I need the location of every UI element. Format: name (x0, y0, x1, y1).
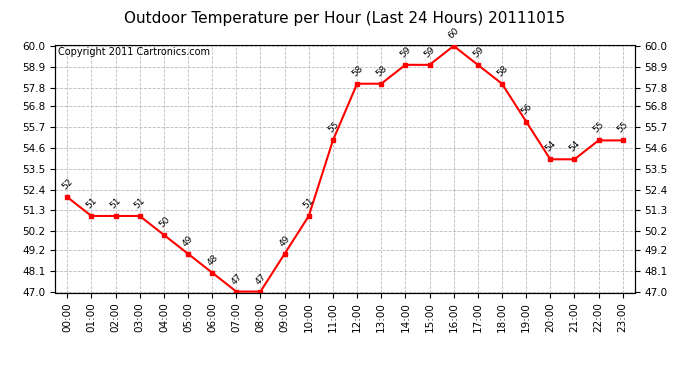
Text: 54: 54 (567, 140, 582, 154)
Text: 55: 55 (326, 120, 340, 135)
Text: 51: 51 (108, 196, 123, 210)
Text: 47: 47 (253, 272, 268, 286)
Text: 48: 48 (205, 253, 219, 267)
Text: 58: 58 (350, 64, 364, 78)
Text: Copyright 2011 Cartronics.com: Copyright 2011 Cartronics.com (58, 48, 210, 57)
Text: 56: 56 (519, 102, 533, 116)
Text: 51: 51 (132, 196, 147, 210)
Text: 59: 59 (422, 45, 437, 59)
Text: 58: 58 (374, 64, 388, 78)
Text: 51: 51 (302, 196, 316, 210)
Text: 60: 60 (446, 26, 461, 40)
Text: 59: 59 (471, 45, 485, 59)
Text: 59: 59 (398, 45, 413, 59)
Text: 49: 49 (181, 234, 195, 248)
Text: 55: 55 (615, 120, 630, 135)
Text: 58: 58 (495, 64, 509, 78)
Text: Outdoor Temperature per Hour (Last 24 Hours) 20111015: Outdoor Temperature per Hour (Last 24 Ho… (124, 11, 566, 26)
Text: 50: 50 (157, 215, 171, 229)
Text: 49: 49 (277, 234, 292, 248)
Text: 51: 51 (84, 196, 99, 210)
Text: 54: 54 (543, 140, 558, 154)
Text: 47: 47 (229, 272, 244, 286)
Text: 52: 52 (60, 177, 75, 192)
Text: 55: 55 (591, 120, 606, 135)
